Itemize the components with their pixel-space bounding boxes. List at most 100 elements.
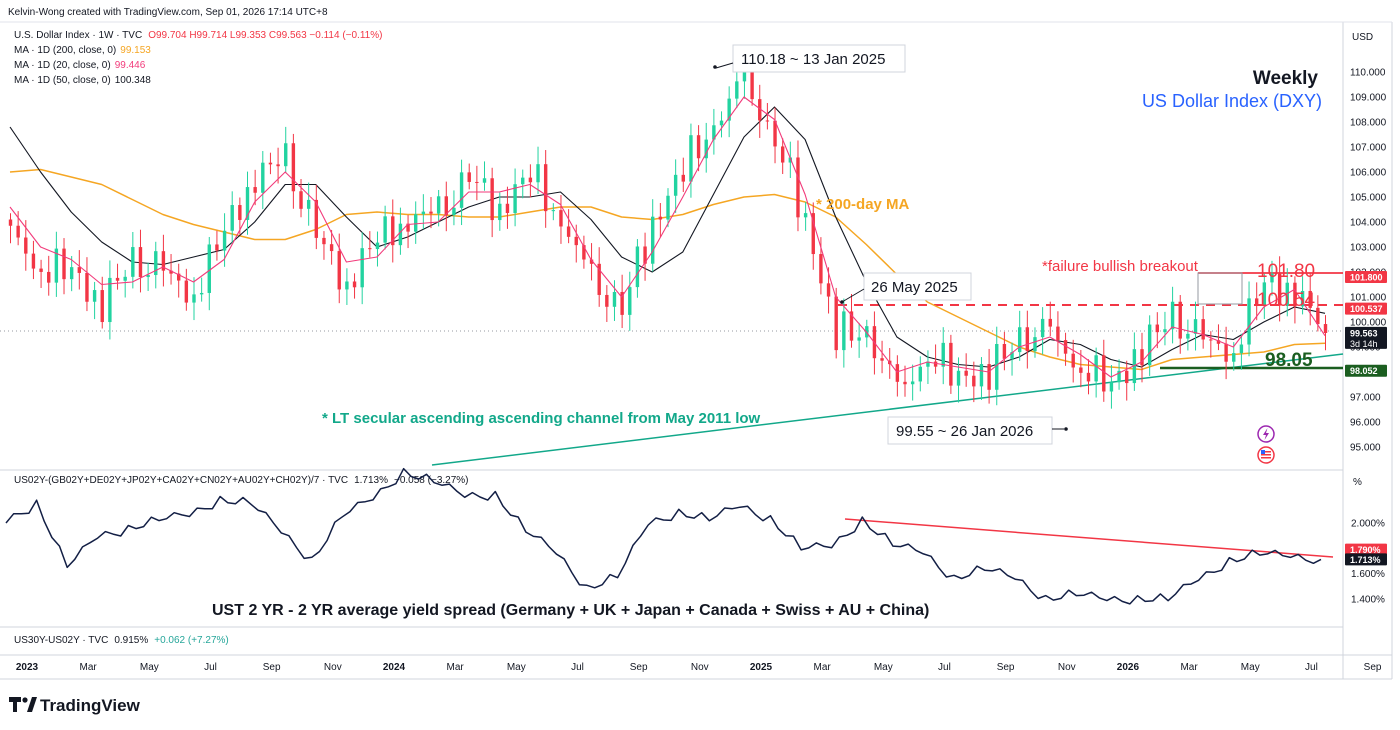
candle-body [949, 342, 953, 386]
candle-body [352, 281, 357, 288]
pane-frames [0, 21, 1393, 680]
candle-body [620, 291, 624, 315]
candle-body [1224, 343, 1228, 362]
candle-body [1002, 344, 1007, 359]
chart-title-weekly: Weekly [1253, 68, 1319, 89]
candle-body [566, 226, 571, 237]
lightning-icon[interactable] [1257, 425, 1275, 443]
candle-body [47, 271, 51, 283]
candle-body [750, 65, 754, 100]
time-tick-label: Nov [691, 662, 709, 673]
candle-body [306, 199, 311, 209]
candle-body [1109, 382, 1114, 392]
candle-body [123, 276, 127, 281]
candle-body [834, 296, 838, 351]
candle-body [842, 311, 846, 351]
candle-body [490, 178, 494, 221]
time-tick-label: Mar [813, 662, 831, 673]
spread-tag-label: 1.790% [1350, 545, 1381, 555]
candle-body [597, 263, 601, 295]
candle-body [628, 287, 632, 315]
price-tag-bg [1345, 364, 1387, 377]
candle-body [505, 203, 510, 213]
price-tag-label: 100.537 [1350, 304, 1383, 314]
us-flag-icon[interactable] [1257, 446, 1275, 464]
chart-title-index: US Dollar Index (DXY) [1142, 91, 1322, 111]
annotation-jan-2026: 99.55 ~ 26 Jan 2026 [887, 416, 1068, 445]
candle-body [918, 366, 922, 382]
candle-body [238, 205, 242, 220]
time-tick-label: Nov [324, 662, 342, 673]
spread-legend-label: US02Y-(GB02Y+DE02Y+JP02Y+CA02Y+CN02Y+AU0… [14, 475, 348, 486]
level-label-98-05: 98.05 [1265, 350, 1313, 371]
candle-body [1017, 327, 1022, 353]
svg-text:110.18 ~ 13 Jan 2025: 110.18 ~ 13 Jan 2025 [741, 51, 885, 68]
candle-body [543, 164, 548, 212]
candle-body [819, 254, 823, 284]
candle-body [635, 246, 640, 288]
candle-body [987, 364, 991, 390]
candle-body [1048, 318, 1052, 327]
spread-axis-ticks: 2.000% 1.600% 1.400% [1351, 519, 1385, 606]
breakout-box [1197, 272, 1243, 305]
time-tick-label: 2025 [750, 662, 773, 673]
candle-body [1178, 301, 1182, 339]
candle-body [910, 381, 915, 385]
candle-body [69, 267, 74, 280]
candle-body [1033, 337, 1037, 352]
candle-body [979, 364, 984, 387]
candle-body [849, 311, 854, 341]
candle-body [956, 370, 961, 386]
candle-body [444, 196, 448, 216]
ma20-legend-label: MA · 1D (20, close, 0) [14, 60, 111, 71]
candle-body [1063, 340, 1068, 354]
candle-body [459, 172, 464, 208]
candle-body [765, 120, 770, 122]
spread-axis-unit: % [1353, 477, 1362, 488]
candle-body [735, 81, 739, 99]
candle-body [612, 291, 617, 307]
time-tick-label: Mar [1180, 662, 1198, 673]
candle-body [1247, 298, 1251, 345]
price-tick-label: 97.000 [1350, 393, 1381, 404]
candle-body [811, 213, 815, 255]
price-tick-label: 109.000 [1350, 93, 1387, 104]
candle-body [161, 251, 166, 271]
candle-body [77, 267, 82, 273]
candle-body [719, 120, 724, 126]
candle-body [574, 236, 578, 246]
time-tick-label: May [1241, 662, 1260, 673]
price-axis-unit: USD [1352, 32, 1373, 43]
credit-text: Kelvin-Wong created with TradingView.com… [8, 7, 328, 18]
svg-text:MA · 1D (20, close, 0)99.446: MA · 1D (20, close, 0) 99.446 [14, 60, 146, 71]
price-tick-label: 103.000 [1350, 243, 1387, 254]
candle-body [24, 237, 28, 254]
candle-body [222, 230, 227, 251]
candle-body [253, 187, 257, 193]
candle-body [322, 237, 326, 245]
candle-body [108, 277, 112, 323]
price-tick-label: 96.000 [1350, 418, 1381, 429]
candle-body [391, 216, 395, 246]
candle-body [207, 244, 211, 293]
candle-body [742, 65, 747, 82]
candle-body [498, 203, 502, 221]
candle-body [8, 219, 13, 226]
candle-body [154, 251, 158, 276]
candle-body [192, 294, 196, 303]
candle-body [284, 143, 288, 167]
candle-body [880, 358, 884, 361]
curve-legend-value: 0.915% [114, 635, 148, 646]
spread-tick-label: 1.400% [1351, 595, 1385, 606]
spread-description: UST 2 YR - 2 YR average yield spread (Ge… [212, 602, 929, 619]
spread-axis-tags: 1.790%1.713% [1345, 543, 1387, 566]
ma20-line [9, 96, 1326, 378]
price-tick-label: 100.000 [1350, 318, 1387, 329]
candle-body [291, 143, 296, 192]
candle-body [605, 294, 609, 307]
svg-text:26 May 2025: 26 May 2025 [871, 279, 958, 296]
candle-body [383, 216, 387, 243]
curve-legend-label: US30Y-US02Y · TVC [14, 635, 108, 646]
candle-body [1025, 327, 1030, 352]
candle-body [276, 164, 280, 167]
